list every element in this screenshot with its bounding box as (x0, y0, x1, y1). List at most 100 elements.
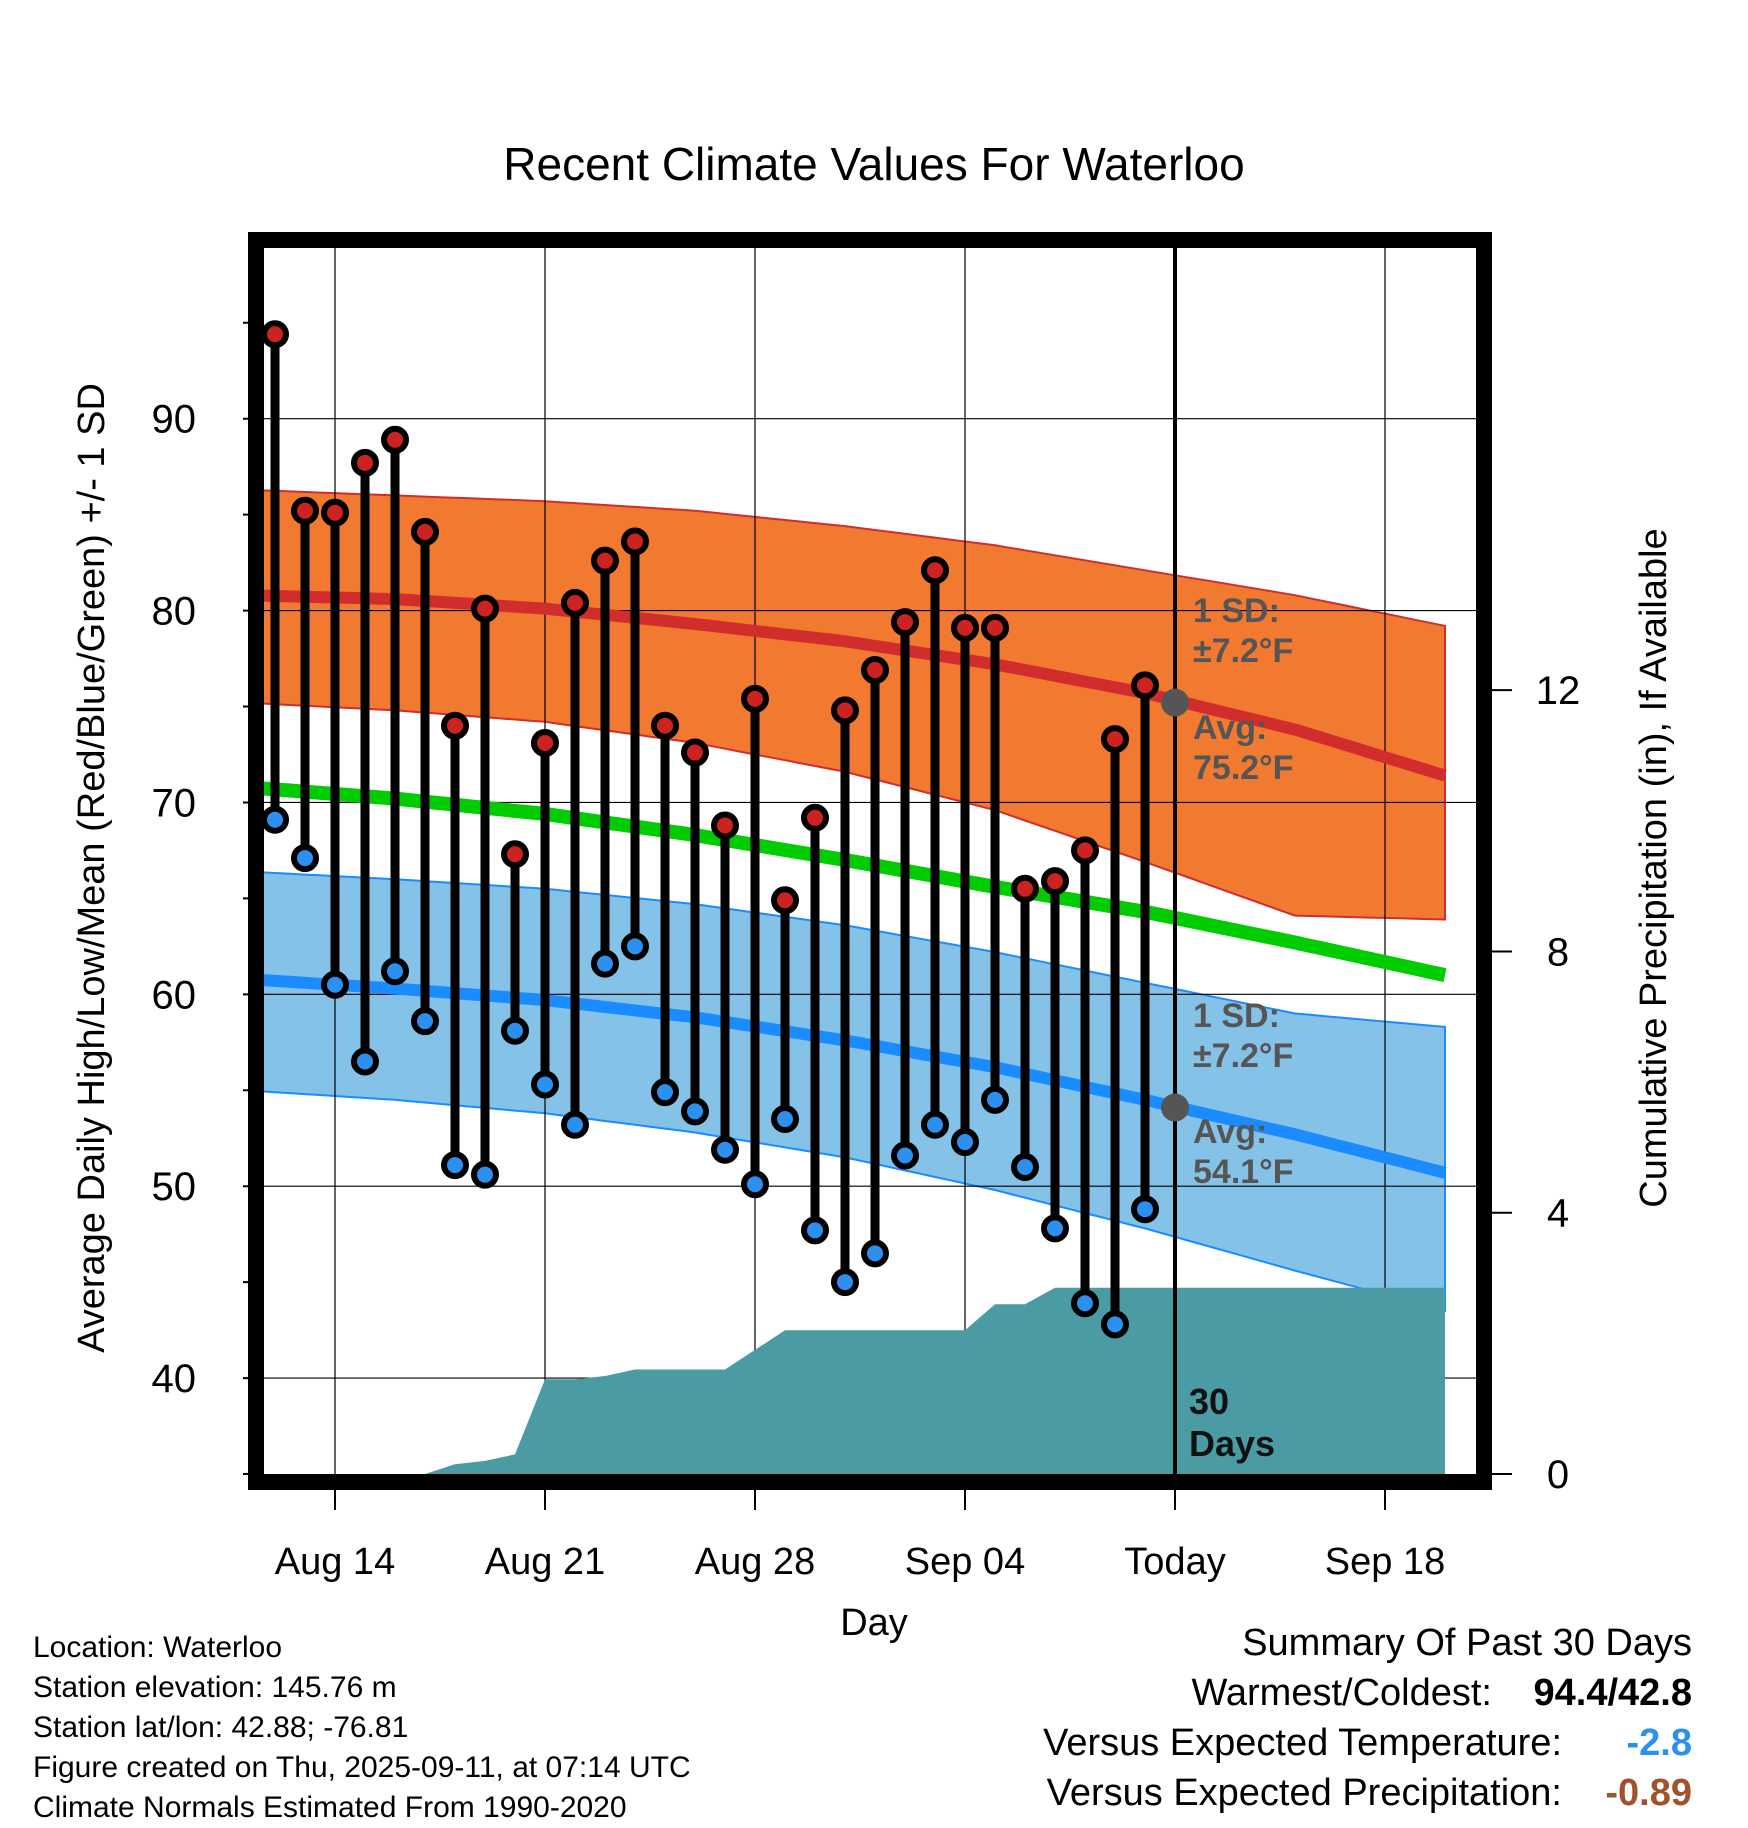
daily-high-marker (1071, 836, 1099, 865)
y-tick-label: 60 (152, 973, 197, 1017)
daily-low-marker (531, 1070, 559, 1099)
y-tick-label: 90 (152, 398, 197, 442)
daily-low-marker (381, 957, 409, 986)
x-tick-label: Aug 21 (485, 1541, 605, 1583)
y-tick-label: 40 (152, 1357, 197, 1401)
daily-high-marker (591, 546, 619, 575)
y-tick-label: 50 (152, 1165, 197, 1209)
daily-low-marker (891, 1141, 919, 1170)
created-text: Figure created on Thu, 2025-09-11, at 07… (33, 1751, 691, 1784)
cumulative-precip-area (262, 1287, 1445, 1474)
temp-value: -2.8 (1626, 1722, 1692, 1764)
daily-high-marker (831, 696, 859, 725)
summary-precip-row: Versus Expected Precipitation: -0.89 (1043, 1768, 1692, 1818)
normals-text: Climate Normals Estimated From 1990-2020 (33, 1791, 627, 1824)
summary-temp-row: Versus Expected Temperature: -2.8 (1043, 1718, 1692, 1768)
daily-high-marker (501, 840, 529, 869)
daily-low-marker (261, 805, 289, 834)
x-tick-label: Sep 04 (905, 1541, 1025, 1583)
daily-low-marker (291, 844, 319, 873)
daily-low-marker (591, 949, 619, 978)
daily-low-marker (771, 1105, 799, 1134)
normal-high-line (262, 589, 1447, 782)
daily-high-marker (381, 425, 409, 454)
daily-high-marker (321, 498, 349, 527)
x-tick-label: Today (1124, 1541, 1225, 1583)
daily-high-marker (741, 684, 769, 713)
station-info: Location: Waterloo Station elevation: 14… (33, 1628, 691, 1828)
daily-high-marker (651, 711, 679, 740)
low-sd-label: 1 SD: (1193, 997, 1280, 1035)
daily-low-marker (681, 1097, 709, 1126)
daily-low-marker (321, 970, 349, 999)
y-tick-label: 80 (152, 590, 197, 634)
low-avg-label: Avg: (1193, 1113, 1267, 1151)
today-high-normal-marker (1161, 688, 1189, 717)
daily-high-marker (1011, 874, 1039, 903)
daily-low-marker (1131, 1195, 1159, 1224)
daily-low-marker (711, 1135, 739, 1164)
daily-high-marker (681, 738, 709, 767)
high-avg-label: Avg: (1193, 709, 1267, 747)
location-text: Location: Waterloo (33, 1631, 283, 1664)
x-axis-label: Day (840, 1602, 908, 1644)
daily-high-marker (891, 608, 919, 637)
x-tick-label: Aug 28 (695, 1541, 815, 1583)
daily-high-marker (351, 448, 379, 477)
y2-tick-label: 4 (1547, 1192, 1569, 1236)
low-avg-value: 54.1°F (1193, 1153, 1294, 1191)
daily-high-marker (531, 728, 559, 757)
summary-panel: Summary Of Past 30 Days Warmest/Coldest:… (1043, 1618, 1692, 1818)
y2-tick-label: 8 (1547, 930, 1569, 974)
daily-low-marker (621, 932, 649, 961)
daily-high-marker (261, 320, 289, 349)
latlon-text: Station lat/lon: 42.88; -76.81 (33, 1711, 409, 1744)
y-axis-label: Average Daily High/Low/Mean (Red/Blue/Gr… (71, 383, 113, 1353)
daily-high-marker (561, 588, 589, 617)
high-avg-value: 75.2°F (1193, 749, 1294, 787)
low-sd-value: ±7.2°F (1193, 1037, 1293, 1075)
daily-high-marker (711, 811, 739, 840)
daily-low-marker (831, 1268, 859, 1297)
summary-heading: Summary Of Past 30 Days (1242, 1622, 1692, 1664)
x-tick-label: Sep 18 (1325, 1541, 1445, 1583)
daily-high-marker (1131, 671, 1159, 700)
daily-low-marker (471, 1160, 499, 1189)
elevation-text: Station elevation: 145.76 m (33, 1671, 397, 1704)
x-tick-label: Aug 14 (275, 1541, 395, 1583)
daily-high-marker (1041, 867, 1069, 896)
daily-high-marker (621, 527, 649, 556)
y-tick-label: 70 (152, 781, 197, 825)
plot-frame (248, 232, 1492, 1490)
daily-high-marker (921, 556, 949, 585)
daily-low-marker (1041, 1214, 1069, 1243)
daily-low-marker (861, 1239, 889, 1268)
daily-low-marker (501, 1016, 529, 1045)
daily-low-marker (801, 1216, 829, 1245)
daily-low-marker (411, 1007, 439, 1036)
daily-low-marker (351, 1047, 379, 1076)
daily-low-marker (561, 1110, 589, 1139)
precip-label: Versus Expected Precipitation: (1046, 1772, 1562, 1814)
daily-high-marker (771, 886, 799, 915)
daily-low-marker (921, 1110, 949, 1139)
days-count-label: 30 (1189, 1381, 1229, 1422)
y2-axis-label: Cumulative Precipitation (in), If Availa… (1633, 528, 1675, 1207)
daily-high-marker (861, 656, 889, 685)
summary-warm-cold-row: Warmest/Coldest: 94.4/42.8 (1043, 1668, 1692, 1718)
chart-title: Recent Climate Values For Waterloo (503, 138, 1244, 190)
daily-high-marker (981, 613, 1009, 642)
y2-tick-label: 12 (1536, 669, 1581, 713)
daily-high-marker (951, 613, 979, 642)
warm-cold-value: 94.4/42.8 (1533, 1672, 1692, 1714)
temp-label: Versus Expected Temperature: (1043, 1722, 1562, 1764)
today-low-normal-marker (1161, 1093, 1189, 1122)
daily-low-marker (741, 1170, 769, 1199)
warm-cold-label: Warmest/Coldest: (1191, 1672, 1492, 1714)
daily-low-marker (1071, 1289, 1099, 1318)
high-sd-value: ±7.2°F (1193, 632, 1293, 670)
daily-low-marker (981, 1085, 1009, 1114)
daily-high-marker (441, 711, 469, 740)
daily-low-marker (951, 1128, 979, 1157)
